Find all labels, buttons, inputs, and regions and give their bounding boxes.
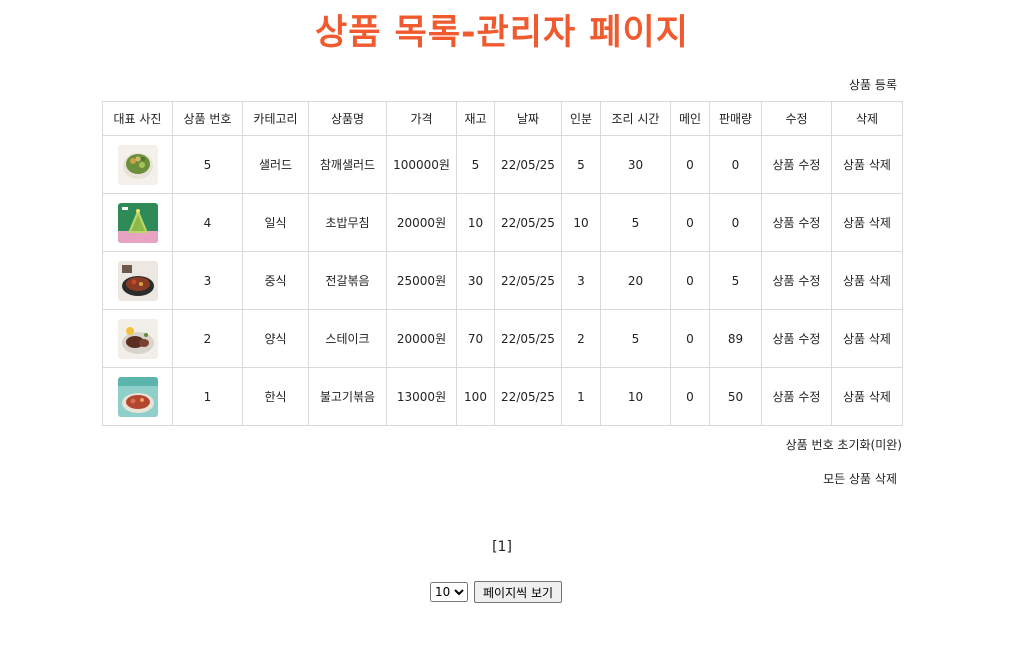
- product-number: 4: [172, 193, 243, 252]
- stirfry-thumbnail: [117, 260, 158, 301]
- product-main: 0: [670, 309, 710, 368]
- product-date: 22/05/25: [494, 135, 562, 194]
- product-number: 2: [172, 309, 243, 368]
- product-stock: 10: [456, 193, 495, 252]
- header-stock: 재고: [456, 101, 495, 136]
- photo-cell: [102, 193, 173, 252]
- photo-cell: [102, 367, 173, 426]
- edit-product-link[interactable]: 상품 수정: [761, 251, 832, 310]
- product-number: 3: [172, 251, 243, 310]
- delete-product-link[interactable]: 상품 삭제: [831, 135, 903, 194]
- page-size-select[interactable]: 10: [430, 582, 468, 602]
- steak-thumbnail: [117, 318, 158, 359]
- product-cook-time: 5: [600, 309, 671, 368]
- edit-product-link[interactable]: 상품 수정: [761, 367, 832, 426]
- salad-thumbnail: [117, 144, 158, 185]
- header-edit: 수정: [761, 101, 832, 136]
- header-number: 상품 번호: [172, 101, 243, 136]
- product-table: 대표 사진 상품 번호 카테고리 상품명 가격 재고 날짜 인분 조리 시간 메…: [102, 101, 903, 426]
- product-stock: 5: [456, 135, 495, 194]
- product-name: 참깨샐러드: [308, 135, 387, 194]
- product-servings: 1: [561, 367, 601, 426]
- table-row: 3 중식 전갈볶음 25000원 30 22/05/25 3 20 0 5 상품…: [102, 251, 903, 310]
- product-sold: 5: [709, 251, 762, 310]
- product-date: 22/05/25: [494, 193, 562, 252]
- product-main: 0: [670, 367, 710, 426]
- reset-number-link[interactable]: 상품 번호 초기화(미완): [785, 438, 902, 452]
- product-cook-time: 30: [600, 135, 671, 194]
- product-servings: 10: [561, 193, 601, 252]
- product-price: 20000원: [386, 193, 457, 252]
- product-name: 전갈볶음: [308, 251, 387, 310]
- product-price: 100000원: [386, 135, 457, 194]
- header-name: 상품명: [308, 101, 387, 136]
- photo-cell: [102, 309, 173, 368]
- page-indicator[interactable]: [1]: [492, 539, 512, 555]
- delete-product-link[interactable]: 상품 삭제: [831, 251, 903, 310]
- table-header-row: 대표 사진 상품 번호 카테고리 상품명 가격 재고 날짜 인분 조리 시간 메…: [102, 101, 903, 136]
- register-product-link[interactable]: 상품 등록: [849, 78, 897, 92]
- product-stock: 100: [456, 367, 495, 426]
- header-price: 가격: [386, 101, 457, 136]
- page-title: 상품 목록-관리자 페이지: [315, 13, 689, 53]
- sushi-thumbnail: [117, 202, 158, 243]
- product-main: 0: [670, 193, 710, 252]
- header-photo: 대표 사진: [102, 101, 173, 136]
- table-row: 5 샐러드 참깨샐러드 100000원 5 22/05/25 5 30 0 0 …: [102, 135, 903, 194]
- table-row: 1 한식 불고기볶음 13000원 100 22/05/25 1 10 0 50…: [102, 367, 903, 426]
- product-category: 중식: [242, 251, 309, 310]
- product-cook-time: 5: [600, 193, 671, 252]
- product-main: 0: [670, 135, 710, 194]
- header-date: 날짜: [494, 101, 562, 136]
- product-main: 0: [670, 251, 710, 310]
- product-cook-time: 20: [600, 251, 671, 310]
- header-main: 메인: [670, 101, 710, 136]
- product-category: 일식: [242, 193, 309, 252]
- product-category: 한식: [242, 367, 309, 426]
- header-category: 카테고리: [242, 101, 309, 136]
- product-date: 22/05/25: [494, 251, 562, 310]
- edit-product-link[interactable]: 상품 수정: [761, 309, 832, 368]
- page-size-controls: 10 페이지씩 보기: [430, 581, 563, 603]
- product-servings: 5: [561, 135, 601, 194]
- product-stock: 30: [456, 251, 495, 310]
- product-sold: 50: [709, 367, 762, 426]
- product-servings: 3: [561, 251, 601, 310]
- delete-all-link[interactable]: 모든 상품 삭제: [823, 472, 897, 486]
- header-cook-time: 조리 시간: [600, 101, 671, 136]
- delete-product-link[interactable]: 상품 삭제: [831, 309, 903, 368]
- product-name: 스테이크: [308, 309, 387, 368]
- product-category: 샐러드: [242, 135, 309, 194]
- page-size-apply-button[interactable]: 페이지씩 보기: [474, 581, 563, 603]
- photo-cell: [102, 135, 173, 194]
- product-number: 5: [172, 135, 243, 194]
- product-price: 25000원: [386, 251, 457, 310]
- product-price: 20000원: [386, 309, 457, 368]
- header-sold: 판매량: [709, 101, 762, 136]
- product-stock: 70: [456, 309, 495, 368]
- delete-product-link[interactable]: 상품 삭제: [831, 193, 903, 252]
- photo-cell: [102, 251, 173, 310]
- product-cook-time: 10: [600, 367, 671, 426]
- product-name: 초밥무침: [308, 193, 387, 252]
- product-sold: 89: [709, 309, 762, 368]
- delete-product-link[interactable]: 상품 삭제: [831, 367, 903, 426]
- edit-product-link[interactable]: 상품 수정: [761, 193, 832, 252]
- product-category: 양식: [242, 309, 309, 368]
- product-number: 1: [172, 367, 243, 426]
- product-sold: 0: [709, 135, 762, 194]
- table-row: 2 양식 스테이크 20000원 70 22/05/25 2 5 0 89 상품…: [102, 309, 903, 368]
- header-servings: 인분: [561, 101, 601, 136]
- product-date: 22/05/25: [494, 309, 562, 368]
- product-servings: 2: [561, 309, 601, 368]
- product-date: 22/05/25: [494, 367, 562, 426]
- product-sold: 0: [709, 193, 762, 252]
- header-delete: 삭제: [831, 101, 903, 136]
- product-name: 불고기볶음: [308, 367, 387, 426]
- table-row: 4 일식 초밥무침 20000원 10 22/05/25 10 5 0 0 상품…: [102, 193, 903, 252]
- edit-product-link[interactable]: 상품 수정: [761, 135, 832, 194]
- bulgogi-thumbnail: [117, 376, 158, 417]
- product-price: 13000원: [386, 367, 457, 426]
